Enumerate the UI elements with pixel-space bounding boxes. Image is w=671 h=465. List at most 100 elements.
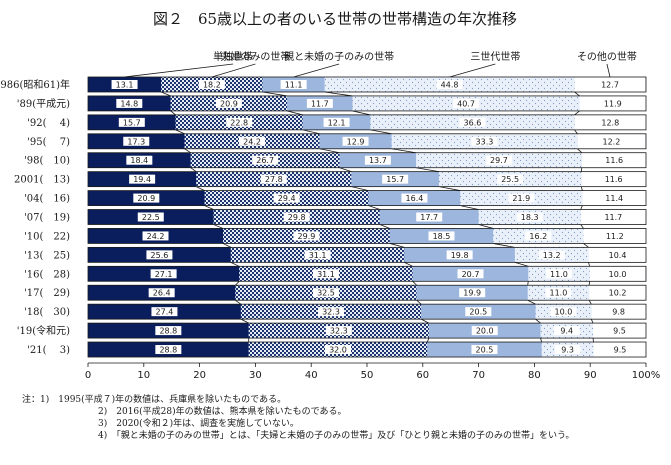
value-label: 17.7 xyxy=(420,213,438,222)
connector-line xyxy=(588,281,591,286)
connector-line xyxy=(230,262,240,267)
x-tick-label: 50 xyxy=(361,370,374,381)
connector-line xyxy=(574,129,578,135)
bar-outline xyxy=(87,246,647,263)
connector-line xyxy=(404,262,413,267)
value-label-box xyxy=(312,288,339,298)
value-label-box xyxy=(538,250,565,260)
category-label: '04( 16) xyxy=(24,194,70,205)
value-label-box xyxy=(324,345,351,355)
value-label: 26.7 xyxy=(256,156,274,165)
value-label-box xyxy=(239,136,266,146)
value-label: 27.4 xyxy=(156,308,174,317)
value-label: 18.5 xyxy=(433,232,451,241)
value-label: 24.2 xyxy=(243,137,261,146)
x-tick-label: 30 xyxy=(249,370,262,381)
value-label: 32.0 xyxy=(329,346,347,355)
connector-line xyxy=(368,205,380,210)
value-label: 12.8 xyxy=(601,118,619,127)
value-label-box xyxy=(312,269,339,279)
value-label: 20.9 xyxy=(220,99,238,108)
legend-label: 夫婦のみの世帯 xyxy=(220,50,290,63)
value-label-box xyxy=(260,174,287,184)
value-label-box xyxy=(273,193,300,203)
value-label: 18.4 xyxy=(130,156,148,165)
connector-line xyxy=(389,243,405,248)
value-label-box xyxy=(606,326,633,336)
x-tick-label: 10 xyxy=(137,370,150,381)
value-labels: 13.1 18.2 11.1 44.8 12.7 14.8 20.9 11.7 40.7 11.9… xyxy=(111,80,634,355)
bar-outline xyxy=(87,190,647,206)
connector-line xyxy=(416,167,440,173)
bar-outline xyxy=(87,152,647,169)
category-label: '07( 19) xyxy=(24,213,70,224)
connector-line xyxy=(190,167,197,172)
value-label: 20.5 xyxy=(476,346,494,355)
x-tick-label: 0 xyxy=(85,370,91,381)
value-label-box xyxy=(446,250,473,260)
value-label: 29.9 xyxy=(298,232,316,241)
value-label: 11.2 xyxy=(606,232,624,241)
value-label: 18.2 xyxy=(203,81,221,90)
value-label: 14.8 xyxy=(120,99,138,108)
legend-label: 単独世帯 xyxy=(213,50,253,63)
connector-line xyxy=(426,337,430,343)
value-label: 19.9 xyxy=(463,289,481,298)
value-label: 20.5 xyxy=(469,308,487,317)
value-label-box xyxy=(465,307,492,317)
value-label-box xyxy=(155,326,182,336)
value-label-box xyxy=(545,288,572,298)
connector-line xyxy=(235,281,240,286)
bars xyxy=(87,76,647,358)
value-label: 13.2 xyxy=(543,251,561,260)
value-label-box xyxy=(116,98,143,108)
connector-line xyxy=(370,129,392,135)
connector-line xyxy=(235,299,242,305)
notes: 注：1) 1995(平成７)年の数値は、兵庫県を除いたものである。2) 2016… xyxy=(22,393,574,441)
bar-outline xyxy=(87,322,647,339)
connector-line xyxy=(438,186,461,191)
connector-line xyxy=(319,148,340,154)
value-label-box xyxy=(600,212,627,222)
connector-line xyxy=(170,110,176,116)
value-label: 32.5 xyxy=(317,289,335,298)
value-label-box xyxy=(471,326,498,336)
value-label: 10.4 xyxy=(609,251,627,260)
value-label-box xyxy=(601,231,628,241)
legend-leader-line xyxy=(449,63,496,78)
connector-line xyxy=(420,318,430,324)
connector-line xyxy=(478,224,494,229)
value-label: 11.4 xyxy=(605,194,623,203)
value-label-box xyxy=(146,250,173,260)
value-label-box xyxy=(553,326,580,336)
value-label: 29.8 xyxy=(288,213,306,222)
value-label: 26.4 xyxy=(153,289,171,298)
value-label: 12.2 xyxy=(602,137,620,146)
value-label-box xyxy=(364,155,391,165)
connector-lines xyxy=(160,91,594,343)
connector-line xyxy=(262,91,288,97)
value-label-box xyxy=(318,307,345,317)
connector-line xyxy=(574,110,580,116)
category-label: '98( 10) xyxy=(24,156,70,167)
value-label-box xyxy=(306,98,333,108)
connector-line xyxy=(222,243,232,248)
value-label: 18.3 xyxy=(521,213,539,222)
value-label-box xyxy=(111,80,138,89)
value-label-box xyxy=(142,231,169,241)
value-label-box xyxy=(133,193,160,203)
value-label-box xyxy=(198,80,225,89)
value-label: 11.7 xyxy=(604,213,622,222)
value-label-box xyxy=(604,288,631,298)
legend-leader-line xyxy=(124,63,234,78)
value-label-box xyxy=(123,136,150,146)
x-tick-label: 80 xyxy=(528,370,541,381)
value-label-box xyxy=(516,212,543,222)
value-label-box xyxy=(151,307,178,317)
value-label: 25.6 xyxy=(151,251,169,260)
connector-line xyxy=(580,224,584,229)
value-label: 32.3 xyxy=(322,308,340,317)
connector-line xyxy=(324,91,353,97)
